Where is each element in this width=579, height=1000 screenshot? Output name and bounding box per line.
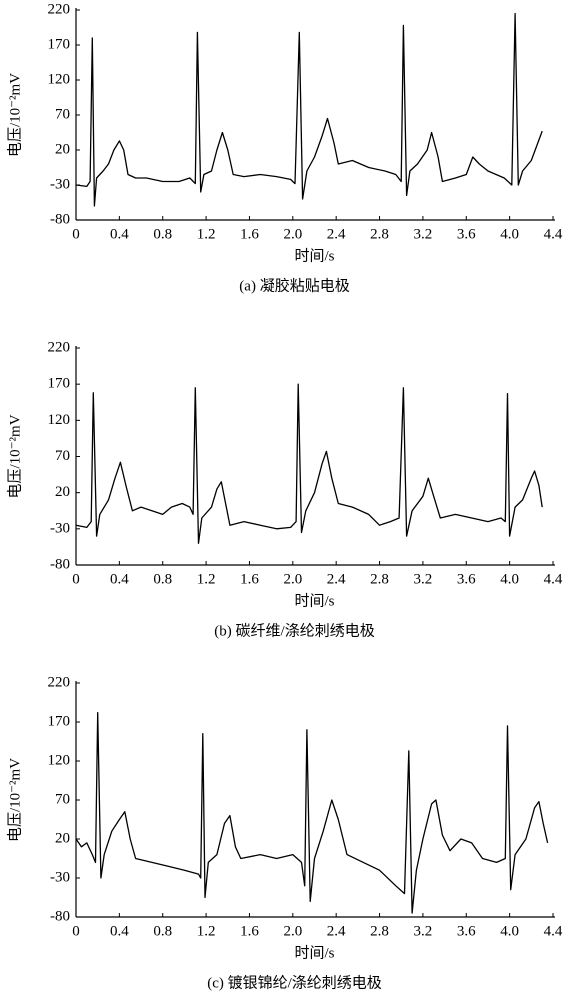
y-tick-label: 220 xyxy=(48,1,71,17)
x-tick-label: 2.0 xyxy=(283,923,302,939)
y-axis-label: 电压/10⁻²mV xyxy=(6,758,23,842)
x-tick-label: 1.6 xyxy=(240,226,259,242)
y-tick-label: 220 xyxy=(48,339,71,355)
y-tick-label: 70 xyxy=(55,791,70,807)
x-axis-label: 时间/s xyxy=(294,247,334,264)
x-tick-label: 3.2 xyxy=(414,923,433,939)
x-tick-label: 1.6 xyxy=(240,923,259,939)
x-tick-label: 2.4 xyxy=(327,571,346,587)
y-tick-label: -80 xyxy=(50,211,70,227)
x-tick-label: 1.2 xyxy=(197,571,216,587)
y-tick-label: 170 xyxy=(48,376,71,392)
ecg-line xyxy=(75,711,549,914)
x-tick-label: 0.8 xyxy=(153,226,172,242)
chart-caption: (c) 镀银锦纶/涤纶刺绣电极 xyxy=(207,974,382,991)
x-axis-label: 时间/s xyxy=(294,944,334,961)
y-tick-label: 70 xyxy=(55,106,70,122)
y-tick-label: -30 xyxy=(50,520,70,536)
x-tick-label: 2.8 xyxy=(370,571,389,587)
x-tick-label: 4.0 xyxy=(500,571,519,587)
x-tick-label: 0 xyxy=(72,923,80,939)
x-tick-label: 0.8 xyxy=(153,923,172,939)
x-tick-label: 0.4 xyxy=(110,571,129,587)
x-tick-label: 1.2 xyxy=(197,923,216,939)
x-tick-label: 0 xyxy=(72,571,80,587)
y-tick-label: 220 xyxy=(48,674,71,690)
x-tick-label: 4.0 xyxy=(500,923,519,939)
y-tick-label: 120 xyxy=(48,412,71,428)
y-tick-label: 20 xyxy=(55,141,70,157)
chart-caption: (b) 碳纤维/涤纶刺绣电极 xyxy=(214,622,374,639)
x-tick-label: 0.4 xyxy=(110,923,129,939)
y-tick-label: -80 xyxy=(50,556,70,572)
x-tick-label: 3.2 xyxy=(414,226,433,242)
chart-caption: (a) 凝胶粘贴电极 xyxy=(239,277,349,294)
x-tick-label: 1.2 xyxy=(197,226,216,242)
y-tick-label: 20 xyxy=(55,484,70,500)
x-axis-label: 时间/s xyxy=(294,592,334,609)
y-axis-label: 电压/10⁻²mV xyxy=(6,414,23,498)
x-tick-label: 2.4 xyxy=(327,226,346,242)
ecg-line xyxy=(75,383,543,544)
y-tick-label: -30 xyxy=(50,176,70,192)
x-tick-label: 2.8 xyxy=(370,226,389,242)
x-tick-label: 3.6 xyxy=(457,571,476,587)
x-tick-label: 4.4 xyxy=(544,923,563,939)
y-tick-label: 120 xyxy=(48,71,71,87)
y-tick-label: 170 xyxy=(48,713,71,729)
x-tick-label: 2.4 xyxy=(327,923,346,939)
x-tick-label: 3.6 xyxy=(457,226,476,242)
x-tick-label: 0.4 xyxy=(110,226,129,242)
x-tick-label: 0.8 xyxy=(153,571,172,587)
x-tick-label: 2.0 xyxy=(283,571,302,587)
y-tick-label: 120 xyxy=(48,752,71,768)
x-tick-label: 1.6 xyxy=(240,571,259,587)
x-tick-label: 3.6 xyxy=(457,923,476,939)
y-tick-label: 20 xyxy=(55,830,70,846)
x-tick-label: 4.4 xyxy=(544,226,563,242)
y-axis-label: 电压/10⁻²mV xyxy=(6,73,23,157)
ecg-line xyxy=(75,12,543,207)
y-tick-label: 170 xyxy=(48,36,71,52)
y-tick-label: -30 xyxy=(50,869,70,885)
y-tick-label: -80 xyxy=(50,908,70,924)
x-tick-label: 4.0 xyxy=(500,226,519,242)
x-tick-label: 0 xyxy=(72,226,80,242)
y-tick-label: 70 xyxy=(55,448,70,464)
x-tick-label: 2.0 xyxy=(283,226,302,242)
x-tick-label: 2.8 xyxy=(370,923,389,939)
x-tick-label: 3.2 xyxy=(414,571,433,587)
x-tick-label: 4.4 xyxy=(544,571,563,587)
